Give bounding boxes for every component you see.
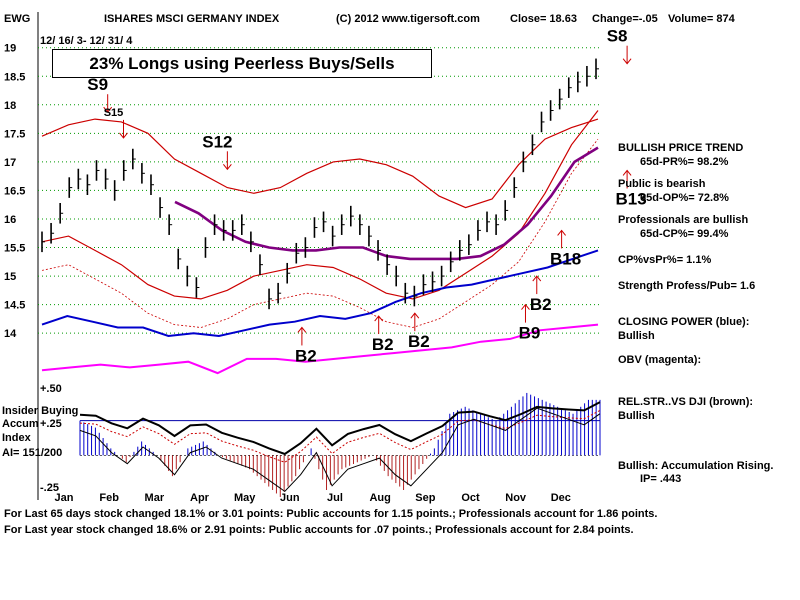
trend-title: BULLISH PRICE TREND bbox=[618, 142, 744, 154]
relstr-title: REL.STR..VS DJI (brown): bbox=[618, 396, 754, 408]
insider-label: Insider Buying bbox=[2, 405, 79, 417]
accum-label: Accum bbox=[2, 418, 39, 430]
upper-band-line bbox=[41, 118, 599, 209]
signal-arrowhead bbox=[557, 229, 566, 236]
accum-ma-line bbox=[79, 407, 601, 493]
month-label: Jul bbox=[327, 492, 343, 504]
relstr-line bbox=[79, 401, 601, 456]
y-tick-label: 15.5 bbox=[4, 243, 25, 255]
month-label: Sep bbox=[415, 492, 435, 504]
signal-arrowhead bbox=[532, 275, 542, 282]
signal-arrowhead bbox=[374, 315, 384, 322]
y-tick-label: 15 bbox=[4, 271, 16, 283]
signal-arrowhead bbox=[297, 326, 307, 333]
footer-line-2: For Last year stock changed 18.6% or 2.9… bbox=[4, 524, 634, 536]
index-label: Index bbox=[2, 432, 31, 444]
signal-label-s15: S15 bbox=[104, 107, 124, 119]
lower-dotted-line bbox=[41, 138, 599, 328]
month-label: Jun bbox=[280, 492, 300, 504]
lower-band-line bbox=[41, 110, 599, 300]
closing-power-value: Bullish bbox=[618, 330, 655, 342]
month-label: Jan bbox=[55, 492, 74, 504]
month-label: Apr bbox=[190, 492, 210, 504]
month-label: Aug bbox=[369, 492, 390, 504]
copyright: (C) 2012 www.tigersoft.com bbox=[336, 13, 480, 25]
closing-power-line bbox=[41, 249, 599, 338]
ip-value: IP= .443 bbox=[640, 473, 682, 485]
relstr-ma-line bbox=[79, 409, 601, 463]
relstr-value: Bullish bbox=[618, 410, 655, 422]
signal-label-b2: B2 bbox=[372, 335, 394, 354]
signal-label-b9: B9 bbox=[519, 324, 541, 343]
y-tick-label: 18.5 bbox=[4, 71, 25, 83]
obv-line bbox=[41, 323, 599, 375]
signal-label-b2: B2 bbox=[295, 346, 317, 365]
y-tick-label: 14 bbox=[4, 328, 17, 340]
plus25-label: +.25 bbox=[40, 418, 62, 430]
date-range: 12/ 16/ 3- 12/ 31/ 4 bbox=[40, 35, 133, 47]
plus50-label: +.50 bbox=[40, 383, 62, 395]
pr-value: 65d-PR%= 98.2% bbox=[640, 156, 729, 168]
signal-label-b2: B2 bbox=[530, 295, 552, 314]
month-label: May bbox=[234, 492, 256, 504]
y-tick-label: 19 bbox=[4, 43, 16, 55]
ticker-symbol: EWG bbox=[4, 13, 31, 25]
signal-label-s12: S12 bbox=[202, 132, 232, 151]
obv-label: OBV (magenta): bbox=[618, 354, 702, 366]
y-tick-label: 18 bbox=[4, 100, 16, 112]
signal-arrowhead bbox=[410, 312, 420, 319]
month-label: Dec bbox=[551, 492, 571, 504]
chart-title: ISHARES MSCI GERMANY INDEX bbox=[104, 13, 280, 25]
cpvspr-value: CP%vsPr%= 1.1% bbox=[618, 254, 712, 266]
signal-arrowhead bbox=[119, 132, 128, 139]
signal-label-b2: B2 bbox=[408, 332, 430, 351]
strength-value: Strength Profess/Pub= 1.6 bbox=[618, 280, 756, 292]
footer-line-1: For Last 65 days stock changed 18.1% or … bbox=[4, 508, 658, 520]
closing-power-title: CLOSING POWER (blue): bbox=[618, 316, 750, 328]
close-value: Close= 18.63 bbox=[510, 13, 577, 25]
month-label: Mar bbox=[145, 492, 165, 504]
volume-value: Volume= 874 bbox=[668, 13, 735, 25]
signal-label-s9: S9 bbox=[87, 75, 108, 94]
ai-label: AI= 151/200 bbox=[2, 447, 63, 459]
op-value: 65d-OP%= 72.8% bbox=[640, 192, 729, 204]
y-tick-label: 17 bbox=[4, 157, 16, 169]
signal-label-b13: B13 bbox=[616, 189, 647, 208]
signal-label-b18: B18 bbox=[550, 249, 581, 268]
month-label: Feb bbox=[99, 492, 119, 504]
prof-title: Professionals are bullish bbox=[618, 214, 749, 226]
signal-arrowhead bbox=[622, 169, 632, 176]
signal-arrowhead bbox=[103, 106, 113, 114]
cp-value: 65d-CP%= 99.4% bbox=[640, 228, 729, 240]
y-tick-label: 16.5 bbox=[4, 185, 25, 197]
public-title: Public is bearish bbox=[618, 178, 706, 190]
minus25-label: -.25 bbox=[40, 482, 59, 494]
signal-arrowhead bbox=[622, 58, 632, 65]
y-tick-label: 17.5 bbox=[4, 128, 25, 140]
signal-label-s8: S8 bbox=[607, 27, 628, 46]
signal-arrowhead bbox=[222, 163, 232, 171]
change-value: Change=-.05 bbox=[592, 13, 658, 25]
accum-title: Bullish: Accumulation Rising. bbox=[618, 460, 774, 472]
signal-arrowhead bbox=[521, 303, 530, 310]
peerless-banner: 23% Longs using Peerless Buys/Sells bbox=[52, 49, 432, 78]
month-label: Oct bbox=[461, 492, 480, 504]
y-tick-label: 16 bbox=[4, 214, 16, 226]
y-tick-label: 14.5 bbox=[4, 300, 25, 312]
month-label: Nov bbox=[505, 492, 527, 504]
